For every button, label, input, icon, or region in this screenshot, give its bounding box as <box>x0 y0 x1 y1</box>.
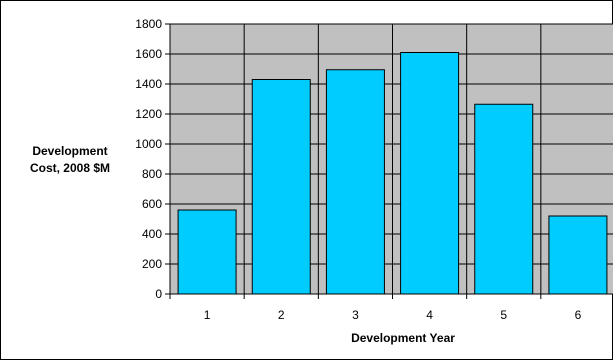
x-tick-label: 4 <box>426 308 433 322</box>
bars <box>177 52 608 295</box>
x-tick-label: 5 <box>500 308 507 322</box>
y-tick-label: 600 <box>142 197 162 211</box>
gridlines <box>170 23 613 294</box>
y-tick-labels: 0 200 400 600 800 1000 1200 1400 1600 1800 <box>135 17 162 301</box>
y-axis-title-line-1: Development <box>32 144 107 158</box>
x-tick-labels: 1 2 3 4 5 6 <box>204 308 582 322</box>
bar-year-3 <box>325 69 385 295</box>
y-tick-label: 800 <box>142 167 162 181</box>
x-tick-label: 3 <box>352 308 359 322</box>
x-tick-label: 2 <box>278 308 285 322</box>
y-tick-label: 0 <box>155 287 162 301</box>
y-tick-label: 1400 <box>135 77 162 91</box>
y-axis-title-line-2: Cost, 2008 $M <box>30 161 110 175</box>
bar-year-5 <box>474 103 534 295</box>
bar-year-6 <box>548 215 608 295</box>
axes <box>165 23 613 299</box>
bar-year-4 <box>400 52 460 295</box>
bar-year-1 <box>177 209 237 295</box>
y-tick-label: 1200 <box>135 107 162 121</box>
y-tick-label: 1600 <box>135 47 162 61</box>
y-tick-label: 1800 <box>135 17 162 31</box>
x-axis-title: Development Year <box>351 331 455 345</box>
y-tick-label: 400 <box>142 227 162 241</box>
bar-year-2 <box>251 79 311 295</box>
y-tick-label: 1000 <box>135 137 162 151</box>
x-tick-label: 1 <box>204 308 211 322</box>
y-tick-label: 200 <box>142 257 162 271</box>
x-tick-label: 6 <box>575 308 582 322</box>
